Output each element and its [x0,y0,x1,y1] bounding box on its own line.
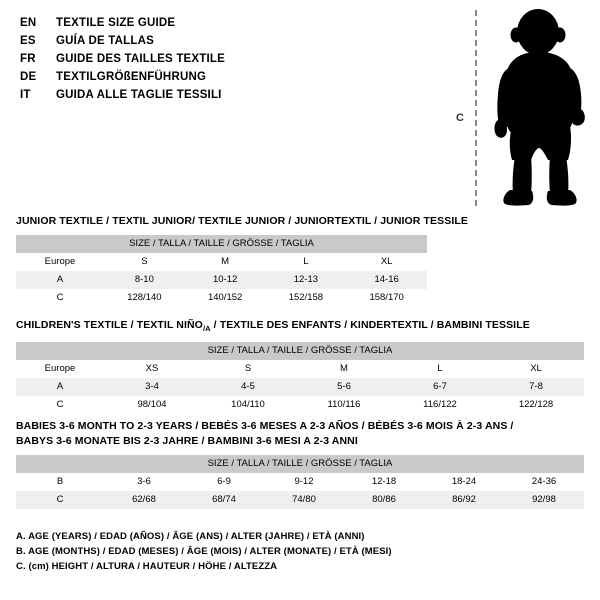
language-code-fr: FR [20,53,36,65]
height-measurement-diagram: C [448,8,592,208]
junior-band-label: SIZE / TALLA / TAILLE / GRÖSSE / TAGLIA [16,235,427,253]
language-code-en: EN [20,17,37,29]
junior-cell: 140/152 [184,289,266,307]
table-row: Europe S M L XL [16,253,427,271]
children-cell: 6-7 [392,378,488,397]
children-cell: M [296,360,392,379]
children-heading-pre: CHILDREN'S TEXTILE / TEXTIL NIÑO [16,319,203,331]
children-row-label-europe: Europe [16,360,104,379]
children-cell: 104/110 [200,396,296,415]
table-row: C 62/68 68/74 74/80 80/86 86/92 92/98 [16,491,584,509]
footnote-age-years: A. AGE (YEARS) / EDAD (AÑOS) / ÂGE (ANS)… [16,531,365,542]
footnote-age-months: B. AGE (MONTHS) / EDAD (MESES) / ÂGE (MO… [16,546,392,557]
junior-cell: 128/140 [104,289,185,307]
children-cell: L [392,360,488,379]
junior-textile-section: JUNIOR TEXTILE / TEXTIL JUNIOR/ TEXTILE … [16,214,468,307]
language-code-es: ES [20,35,36,47]
junior-cell: 14-16 [346,271,427,289]
children-row-label-c: C [16,396,104,415]
language-code-it: IT [20,89,31,101]
children-section-heading: CHILDREN'S TEXTILE / TEXTIL NIÑO/A / TEX… [16,318,584,336]
children-heading-subscript: /A [202,324,211,334]
junior-cell: S [104,253,185,271]
junior-row-label-a: A [16,271,104,289]
language-code-de: DE [20,71,37,83]
junior-cell: L [265,253,347,271]
language-row-de: DE TEXTILGRÖßENFÜHRUNG [20,68,420,86]
language-row-fr: FR GUIDE DES TAILLES TEXTILE [20,50,420,68]
children-cell: 5-6 [296,378,392,397]
children-table-band-row: SIZE / TALLA / TAILLE / GRÖSSE / TAGLIA [16,342,584,361]
babies-cell: 3-6 [104,473,184,491]
junior-row-label-europe: Europe [16,253,104,271]
junior-cell: XL [346,253,427,271]
height-dashed-guide-line [475,10,477,206]
babies-cell: 6-9 [184,473,264,491]
babies-cell: 62/68 [104,491,184,509]
language-row-en: EN TEXTILE SIZE GUIDE [20,14,420,32]
children-row-label-a: A [16,378,104,397]
babies-cell: 24-36 [504,473,584,491]
babies-cell: 86/92 [424,491,504,509]
babies-cell: 80/86 [344,491,424,509]
babies-table-band-row: SIZE / TALLA / TAILLE / GRÖSSE / TAGLIA [16,455,584,473]
toddler-silhouette-icon [494,9,585,206]
children-textile-section: CHILDREN'S TEXTILE / TEXTIL NIÑO/A / TEX… [16,318,584,415]
junior-row-label-c: C [16,289,104,307]
children-cell: 110/116 [296,396,392,415]
junior-cell: 12-13 [265,271,347,289]
guide-title-es: GUÍA DE TALLAS [56,35,154,47]
table-row: A 8-10 10-12 12-13 14-16 [16,271,427,289]
language-row-es: ES GUÍA DE TALLAS [20,32,420,50]
children-band-label: SIZE / TALLA / TAILLE / GRÖSSE / TAGLIA [16,342,584,361]
table-row: Europe XS S M L XL [16,360,584,379]
babies-cell: 9-12 [264,473,344,491]
language-row-it: IT GUIDA ALLE TAGLIE TESSILI [20,86,420,104]
guide-title-de: TEXTILGRÖßENFÜHRUNG [56,71,207,83]
babies-section-heading: BABIES 3-6 MONTH TO 2-3 YEARS / BEBÉS 3-… [16,419,584,449]
babies-cell: 18-24 [424,473,504,491]
footnote-height-cm: C. (cm) HEIGHT / ALTURA / HAUTEUR / HÖHE… [16,561,278,572]
guide-title-it: GUIDA ALLE TAGLIE TESSILI [56,89,222,101]
table-row: B 3-6 6-9 9-12 12-18 18-24 24-36 [16,473,584,491]
children-cell: 98/104 [104,396,200,415]
children-cell: 3-4 [104,378,200,397]
babies-heading-line-2: BABYS 3-6 MONATE BIS 2-3 JAHRE / BAMBINI… [16,435,358,447]
babies-band-label: SIZE / TALLA / TAILLE / GRÖSSE / TAGLIA [16,455,584,473]
measurement-legend: A. AGE (YEARS) / EDAD (AÑOS) / ÂGE (ANS)… [16,529,536,574]
children-cell: XS [104,360,200,379]
children-cell: 116/122 [392,396,488,415]
table-row: C 98/104 104/110 110/116 116/122 122/128 [16,396,584,415]
babies-row-label-b: B [16,473,104,491]
table-row: C 128/140 140/152 152/158 158/170 [16,289,427,307]
junior-cell: 152/158 [265,289,347,307]
babies-row-label-c: C [16,491,104,509]
children-size-table: SIZE / TALLA / TAILLE / GRÖSSE / TAGLIA … [16,342,584,415]
junior-size-table: SIZE / TALLA / TAILLE / GRÖSSE / TAGLIA … [16,235,427,307]
babies-cell: 12-18 [344,473,424,491]
junior-table-band-row: SIZE / TALLA / TAILLE / GRÖSSE / TAGLIA [16,235,427,253]
table-row: A 3-4 4-5 5-6 6-7 7-8 [16,378,584,397]
guide-title-en: TEXTILE SIZE GUIDE [56,17,176,29]
junior-cell: 8-10 [104,271,185,289]
babies-cell: 68/74 [184,491,264,509]
babies-size-table: SIZE / TALLA / TAILLE / GRÖSSE / TAGLIA … [16,455,584,509]
junior-cell: 158/170 [346,289,427,307]
children-cell: 122/128 [488,396,584,415]
babies-cell: 92/98 [504,491,584,509]
height-measure-label: C [456,112,464,124]
multilingual-title-block: EN TEXTILE SIZE GUIDE ES GUÍA DE TALLAS … [20,14,420,104]
babies-cell: 74/80 [264,491,344,509]
children-cell: XL [488,360,584,379]
junior-cell: 10-12 [184,271,266,289]
babies-heading-line-1: BABIES 3-6 MONTH TO 2-3 YEARS / BEBÉS 3-… [16,420,514,432]
junior-cell: M [184,253,266,271]
children-cell: 4-5 [200,378,296,397]
children-cell: S [200,360,296,379]
junior-section-heading: JUNIOR TEXTILE / TEXTIL JUNIOR/ TEXTILE … [16,215,468,227]
babies-textile-section: BABIES 3-6 MONTH TO 2-3 YEARS / BEBÉS 3-… [16,419,584,509]
guide-title-fr: GUIDE DES TAILLES TEXTILE [56,53,225,65]
children-heading-post: / TEXTILE DES ENFANTS / KINDERTEXTIL / B… [210,319,530,331]
children-cell: 7-8 [488,378,584,397]
